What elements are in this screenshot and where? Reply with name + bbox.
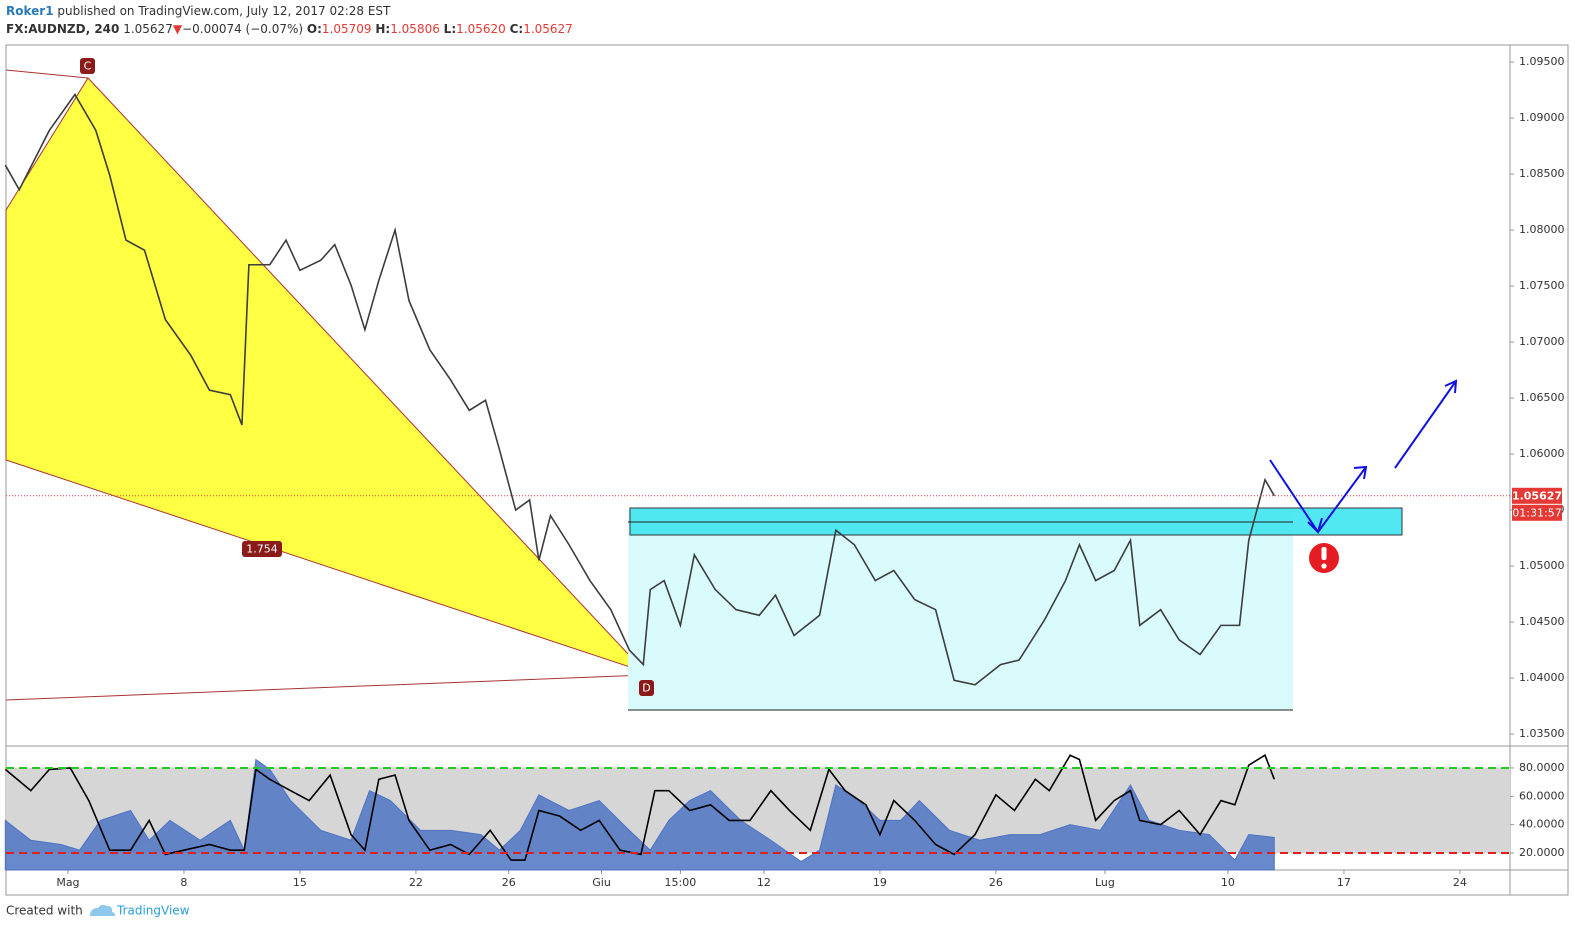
arrow-head [1307,517,1323,534]
direction: ▼ [173,22,183,36]
change: −0.00074 (−0.07%) [182,22,303,36]
y-tick-label: 1.05000 [1519,559,1565,572]
symbol-line: FX:AUDNZD, 240 1.05627▼−0.00074 (−0.07%)… [6,22,573,36]
ratio: 1.754 [246,543,278,556]
forecast [1269,379,1458,534]
x-tick-label: Mag [56,876,79,889]
ratio-box [242,541,282,557]
footer: Created with TradingView [6,904,190,918]
o-value: 1.05709 [322,22,372,36]
l-value: 1.05620 [456,22,506,36]
published: published on TradingView.com, July 12, 2… [57,4,391,18]
h-value: 1.05806 [390,22,440,36]
y-tick-label: 1.09000 [1519,111,1565,124]
last: 1.05627 [123,22,173,36]
range-box [628,510,1293,710]
brand[interactable]: TradingView [116,904,190,918]
x-tick-label: 24 [1453,876,1467,889]
pattern-leg [5,674,646,701]
y-tick-label: 1.06000 [1519,447,1565,460]
x-tick-label: 15:00 [665,876,697,889]
last-price-label: 1.05627 [1512,489,1562,502]
chart-border [5,44,1569,896]
o-label: O: [307,22,322,36]
point-d-box [639,680,654,696]
x-tick-label: Lug [1095,876,1115,889]
y-tick-label: 40.0000 [1519,818,1565,831]
x-tick-label: Giu [592,876,611,889]
alert-icon [1309,543,1339,573]
point-c-box [80,58,95,74]
arrow-head [1444,379,1458,394]
point-d: D [642,682,650,695]
plot: Mag 8 15 22 26 Giu 15:00 12 19 26 Lug 10 17 24 1.03500… [4,55,1565,889]
price-line [4,754,1276,861]
x-tick-label: 26 [502,876,516,889]
price-line [4,93,1275,686]
x-tick-label: 26 [989,876,1003,889]
y-tick-label: 1.06500 [1519,391,1565,404]
author[interactable]: Roker1 [6,4,54,18]
y-tick-label: 60.0000 [1519,789,1565,802]
x-tick-label: 10 [1221,876,1235,889]
x-tick-label: 17 [1337,876,1351,889]
y-tick-label: 80.0000 [1519,761,1565,774]
harmonic-pattern [5,77,646,673]
symbol: FX:AUDNZD, 240 [6,22,119,36]
h-label: H: [375,22,390,36]
y-tick-label: 1.04500 [1519,615,1565,628]
drawings: C D 1.754 [5,58,1403,711]
countdown: 01:31:57 [1512,506,1561,519]
alert-bar [1321,547,1327,560]
x-tick-label: 15 [293,876,307,889]
x-tick-label: 8 [180,876,187,889]
y-tick-label: 1.08500 [1519,167,1565,180]
forecast-path [1394,380,1457,469]
header: Roker1 published on TradingView.com, Jul… [6,4,573,36]
x-tick-label: 22 [409,876,423,889]
logo [90,904,116,916]
l-label: L: [444,22,456,36]
y-tick-label: 1.04000 [1519,671,1565,684]
y-tick-label: 1.08000 [1519,223,1565,236]
point-c: C [84,60,92,73]
publish-line: Roker1 published on TradingView.com, Jul… [6,4,391,18]
c-value: 1.05627 [523,22,573,36]
indicator-area [4,758,1275,871]
alert-dot [1321,563,1327,569]
y-tick-label: 1.03500 [1519,727,1565,740]
y-tick-label: 1.09500 [1519,55,1565,68]
x-tick-label: 19 [873,876,887,889]
y-tick-label: 1.07000 [1519,335,1565,348]
y-tick-label: 1.07500 [1519,279,1565,292]
x-tick-label: 12 [757,876,771,889]
pattern-leg [5,69,89,79]
created-with: Created with [6,904,83,918]
c-label: C: [510,22,524,36]
last-price-box [1512,487,1562,504]
y-tick-label: 20.0000 [1519,846,1565,859]
arrow-head [1353,465,1368,480]
countdown-box [1512,504,1562,521]
